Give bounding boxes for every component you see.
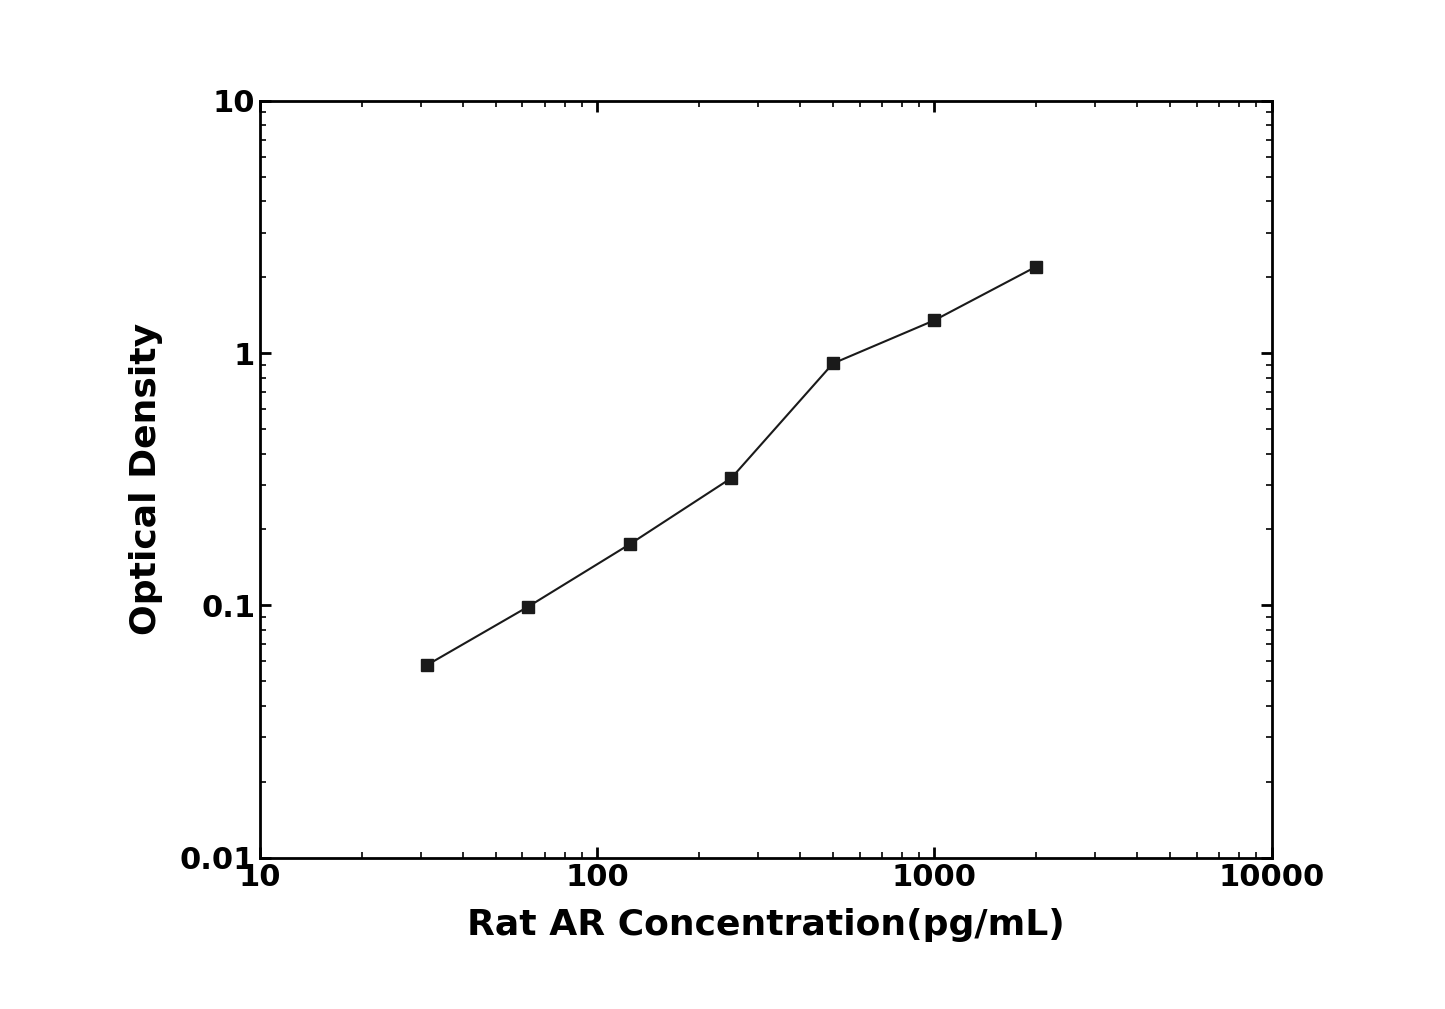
- Y-axis label: Optical Density: Optical Density: [129, 323, 163, 636]
- X-axis label: Rat AR Concentration(pg/mL): Rat AR Concentration(pg/mL): [467, 908, 1065, 942]
